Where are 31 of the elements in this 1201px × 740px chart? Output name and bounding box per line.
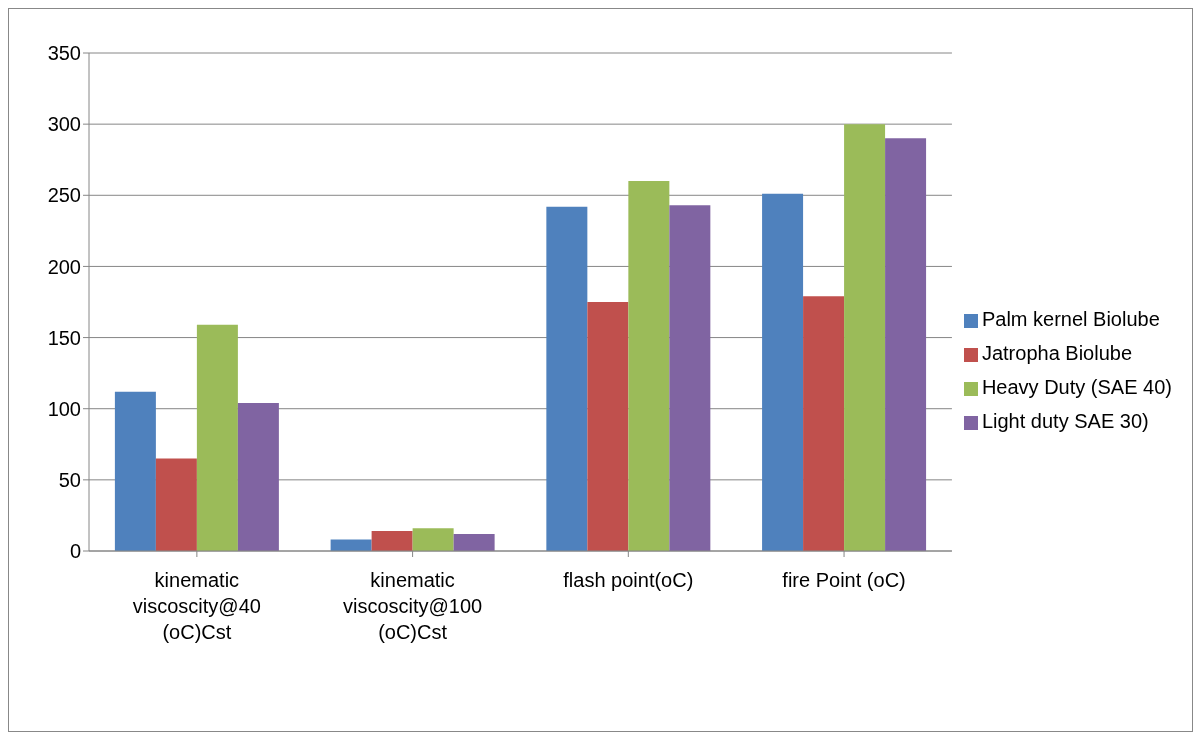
x-tick-label: flash point(oC) xyxy=(563,569,694,591)
y-tick-label: 150 xyxy=(47,326,81,349)
x-tick-label: kinematic viscoscity@100 (oC)Cst xyxy=(342,569,483,643)
bar xyxy=(546,206,588,551)
legend-label: Heavy Duty (SAE 40) xyxy=(981,376,1172,398)
bar xyxy=(155,458,197,551)
bar xyxy=(885,138,927,551)
legend-label: Jatropha Biolube xyxy=(981,342,1133,364)
y-tick-label: 250 xyxy=(47,184,81,207)
y-tick-label: 0 xyxy=(69,540,81,563)
legend-label: Palm kernel Biolube xyxy=(981,308,1160,330)
bar xyxy=(453,533,495,551)
y-tick-label: 350 xyxy=(47,42,81,65)
bar xyxy=(803,296,845,551)
bar xyxy=(628,181,670,551)
bar xyxy=(114,391,156,551)
bar xyxy=(762,193,804,551)
bar xyxy=(237,403,279,551)
y-tick-label: 200 xyxy=(47,255,81,278)
x-tick-label: kinematic viscoscity@40 (oC)Cst xyxy=(132,569,261,643)
bar xyxy=(587,302,629,551)
y-tick-label: 300 xyxy=(47,113,81,136)
bar xyxy=(196,324,238,551)
bar xyxy=(669,205,711,551)
y-tick-label: 50 xyxy=(58,468,81,491)
bar xyxy=(371,531,413,551)
legend-label: Light duty SAE 30) xyxy=(981,410,1149,432)
y-tick-label: 100 xyxy=(47,397,81,420)
x-tick-label: fire Point (oC) xyxy=(782,569,906,591)
bar xyxy=(412,528,454,551)
bar xyxy=(844,124,886,551)
